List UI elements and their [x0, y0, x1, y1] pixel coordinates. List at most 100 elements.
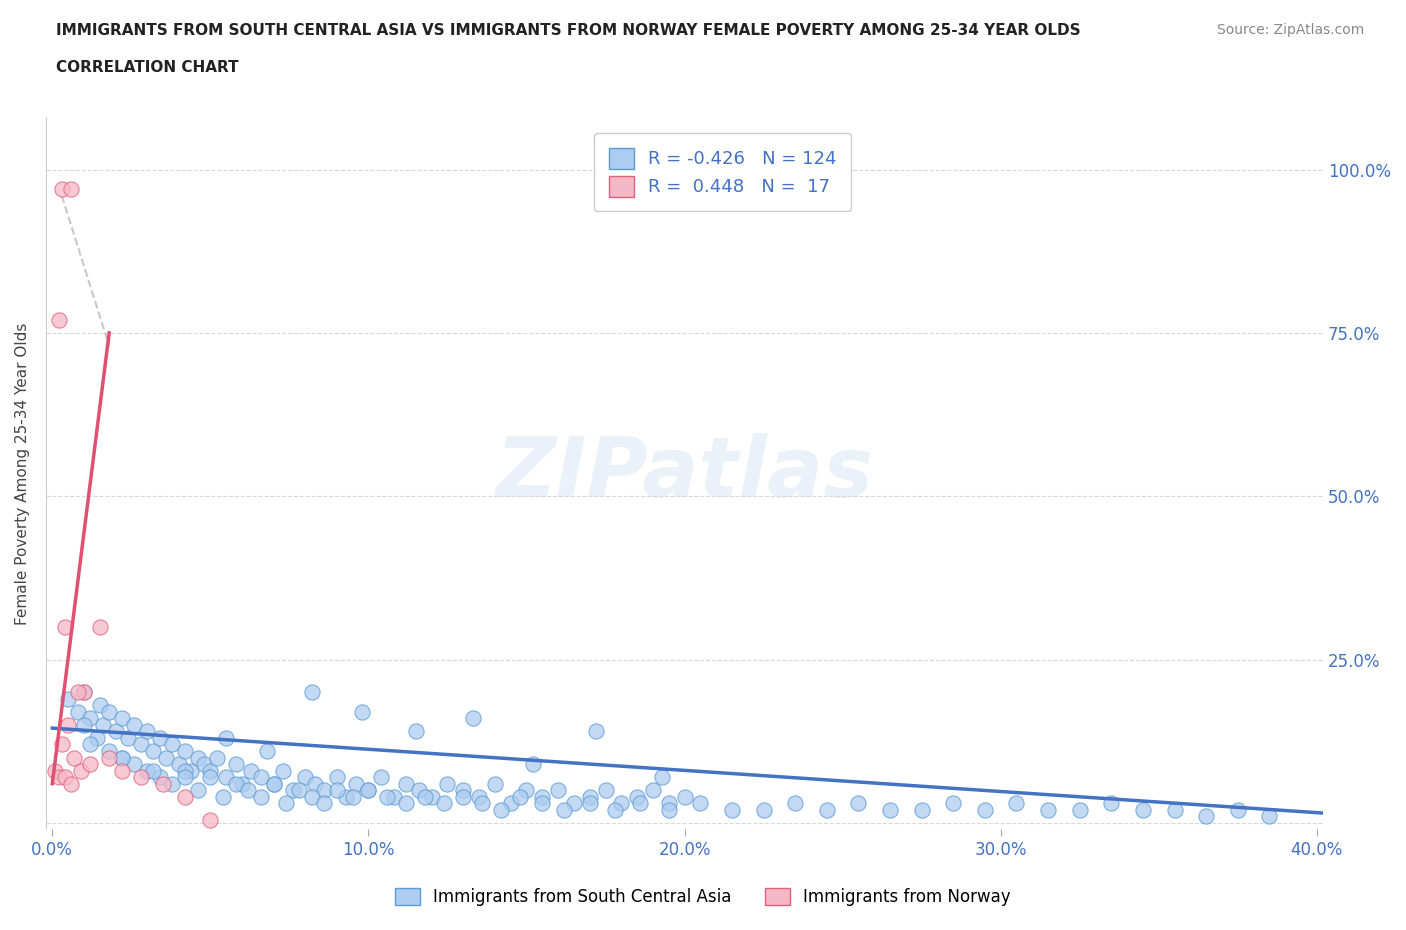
- Point: [288, 783, 311, 798]
- Y-axis label: Female Poverty Among 25-34 Year Olds: Female Poverty Among 25-34 Year Olds: [15, 322, 30, 625]
- Point: [124, 717, 146, 732]
- Point: [585, 724, 607, 738]
- Point: [250, 790, 273, 804]
- Point: [73, 717, 96, 732]
- Point: [1195, 809, 1218, 824]
- Point: [142, 764, 165, 778]
- Point: [499, 796, 522, 811]
- Point: [44, 764, 66, 778]
- Point: [263, 777, 285, 791]
- Point: [626, 790, 648, 804]
- Point: [200, 812, 222, 827]
- Point: [174, 744, 197, 759]
- Point: [1005, 796, 1028, 811]
- Point: [48, 770, 70, 785]
- Point: [98, 751, 121, 765]
- Point: [658, 803, 681, 817]
- Point: [91, 717, 114, 732]
- Point: [531, 796, 554, 811]
- Point: [314, 783, 336, 798]
- Point: [56, 691, 79, 706]
- Point: [344, 777, 367, 791]
- Point: [263, 777, 285, 791]
- Text: CORRELATION CHART: CORRELATION CHART: [56, 60, 239, 75]
- Point: [53, 619, 76, 634]
- Point: [215, 770, 238, 785]
- Point: [301, 790, 323, 804]
- Text: IMMIGRANTS FROM SOUTH CENTRAL ASIA VS IMMIGRANTS FROM NORWAY FEMALE POVERTY AMON: IMMIGRANTS FROM SOUTH CENTRAL ASIA VS IM…: [56, 23, 1081, 38]
- Point: [104, 724, 127, 738]
- Point: [51, 181, 73, 196]
- Text: Source: ZipAtlas.com: Source: ZipAtlas.com: [1216, 23, 1364, 37]
- Point: [547, 783, 569, 798]
- Point: [352, 704, 374, 719]
- Point: [111, 764, 134, 778]
- Point: [1163, 803, 1185, 817]
- Point: [193, 757, 215, 772]
- Point: [149, 770, 172, 785]
- Point: [117, 730, 139, 745]
- Point: [73, 684, 96, 699]
- Point: [73, 684, 96, 699]
- Point: [98, 704, 121, 719]
- Point: [63, 751, 86, 765]
- Point: [250, 770, 273, 785]
- Point: [60, 181, 83, 196]
- Point: [174, 764, 197, 778]
- Point: [553, 803, 575, 817]
- Point: [276, 796, 298, 811]
- Point: [111, 711, 134, 725]
- Point: [89, 698, 111, 712]
- Point: [111, 751, 134, 765]
- Point: [129, 737, 152, 752]
- Point: [51, 737, 73, 752]
- Point: [162, 777, 184, 791]
- Point: [610, 796, 633, 811]
- Point: [641, 783, 664, 798]
- Point: [66, 684, 89, 699]
- Point: [471, 796, 494, 811]
- Point: [651, 770, 673, 785]
- Point: [433, 796, 456, 811]
- Point: [405, 724, 427, 738]
- Point: [1226, 803, 1249, 817]
- Point: [595, 783, 617, 798]
- Point: [357, 783, 380, 798]
- Point: [225, 757, 247, 772]
- Point: [56, 717, 79, 732]
- Point: [48, 312, 70, 327]
- Point: [721, 803, 744, 817]
- Point: [531, 790, 554, 804]
- Point: [162, 737, 184, 752]
- Point: [815, 803, 838, 817]
- Point: [973, 803, 995, 817]
- Point: [53, 770, 76, 785]
- Point: [628, 796, 651, 811]
- Point: [136, 764, 159, 778]
- Point: [489, 803, 512, 817]
- Point: [848, 796, 870, 811]
- Point: [79, 757, 101, 772]
- Legend: R = -0.426   N = 124, R =  0.448   N =  17: R = -0.426 N = 124, R = 0.448 N = 17: [595, 133, 852, 211]
- Point: [187, 783, 209, 798]
- Point: [370, 770, 392, 785]
- Point: [658, 796, 681, 811]
- Point: [515, 783, 537, 798]
- Point: [200, 764, 222, 778]
- Point: [314, 796, 336, 811]
- Point: [785, 796, 807, 811]
- Point: [271, 764, 294, 778]
- Point: [603, 803, 626, 817]
- Point: [124, 757, 146, 772]
- Point: [212, 790, 235, 804]
- Text: ZIPatlas: ZIPatlas: [496, 432, 873, 514]
- Point: [79, 711, 101, 725]
- Point: [1036, 803, 1059, 817]
- Point: [522, 757, 544, 772]
- Point: [155, 751, 177, 765]
- Point: [408, 783, 430, 798]
- Point: [174, 790, 197, 804]
- Point: [294, 770, 316, 785]
- Point: [304, 777, 326, 791]
- Point: [484, 777, 506, 791]
